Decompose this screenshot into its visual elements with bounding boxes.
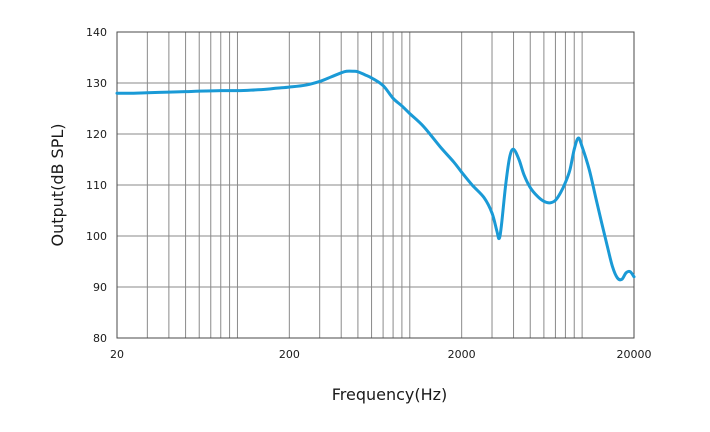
grid-lines	[117, 32, 634, 338]
y-tick-label: 100	[86, 230, 107, 243]
x-axis-title: Frequency(Hz)	[332, 385, 448, 404]
plot-frame	[116, 31, 635, 339]
y-tick-label: 130	[86, 77, 107, 90]
y-tick-label: 80	[93, 332, 107, 345]
x-tick-labels: 20 200 2000 20000	[110, 348, 652, 361]
x-tick-label: 2000	[448, 348, 476, 361]
y-axis-title: Output(dB SPL)	[48, 124, 67, 247]
x-tick-label: 20	[110, 348, 124, 361]
y-tick-label: 110	[86, 179, 107, 192]
y-tick-label: 120	[86, 128, 107, 141]
series-line	[115, 69, 636, 282]
x-tick-label: 200	[279, 348, 300, 361]
y-tick-label: 90	[93, 281, 107, 294]
y-tick-label: 140	[86, 26, 107, 39]
y-tick-labels: 80 90 100 110 120 130 140	[86, 26, 107, 345]
x-tick-label: 20000	[617, 348, 652, 361]
